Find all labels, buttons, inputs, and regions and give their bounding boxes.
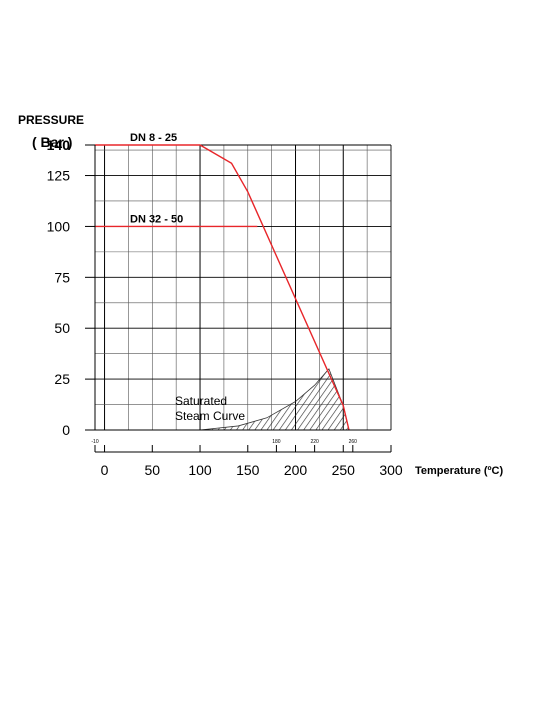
- x-tick-label: 300: [379, 462, 403, 478]
- y-tick-label: 0: [62, 422, 70, 438]
- y-tick-label: 75: [54, 269, 70, 285]
- x-minor-label: 260: [349, 439, 358, 445]
- x-minor-label: 180: [272, 439, 281, 445]
- series-label-2: DN 32 - 50: [130, 213, 183, 225]
- x-tick-label: 150: [236, 462, 260, 478]
- tick-labels: 0 25 50 75 100 125 140 0 50 100 150 200 250 300 -10 180…: [47, 137, 403, 478]
- y-tick-label: 25: [54, 371, 70, 387]
- x-minor-label: -10: [91, 439, 98, 445]
- x-tick-label: 200: [284, 462, 308, 478]
- y-tick-label: 100: [47, 218, 71, 234]
- series-line-1: [95, 144, 350, 431]
- y-tick-label: 125: [47, 168, 71, 184]
- x-tick-label: 50: [145, 462, 161, 478]
- y-axis-unit: ( Bar ): [32, 134, 72, 150]
- axes: [91, 145, 391, 453]
- x-minor-label: 220: [310, 439, 319, 445]
- region-label-line1: Saturated: [175, 394, 227, 408]
- x-tick-label: 100: [188, 462, 212, 478]
- series-lines: DN 8 - 25 DN 32 - 50: [95, 132, 350, 431]
- grid: [95, 144, 392, 430]
- y-tick-label: 140: [47, 137, 71, 153]
- y-axis-title: PRESSURE: [18, 113, 84, 127]
- region-label-line2: Steam Curve: [175, 409, 245, 423]
- series-label-1: DN 8 - 25: [130, 132, 177, 144]
- x-axis-title: Temperature (ºC): [415, 465, 503, 477]
- y-tick-label: 50: [54, 320, 70, 336]
- x-tick-label: 250: [332, 462, 356, 478]
- x-tick-label: 0: [101, 462, 109, 478]
